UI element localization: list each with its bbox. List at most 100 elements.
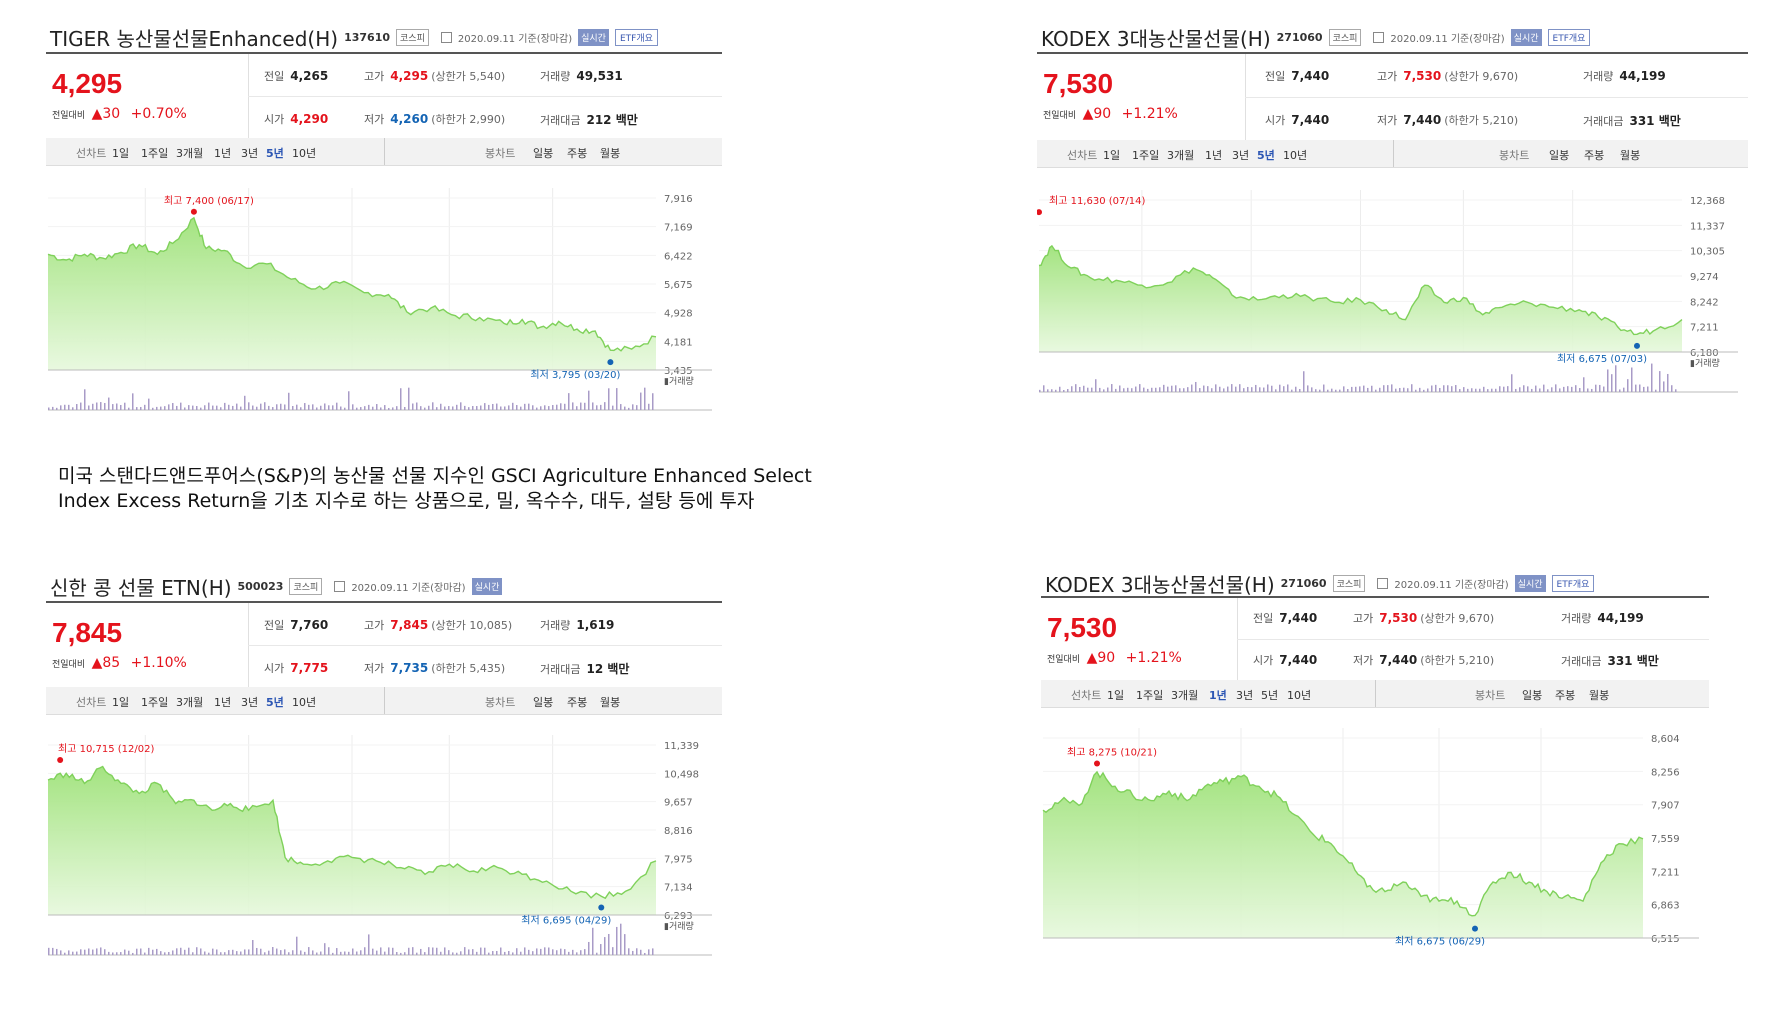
panel-title: 신한 콩 선물 ETN(H) 500023 코스피 2020.09.11 기준(… <box>50 571 503 601</box>
range-tab[interactable]: 1일 <box>112 147 130 160</box>
volume-bar <box>528 403 530 410</box>
volume-bar <box>1083 385 1085 392</box>
volume-bar <box>240 951 242 955</box>
volume-bar <box>1599 384 1601 392</box>
candle-period-tab[interactable]: 일봉 <box>533 696 554 709</box>
candle-period-tab[interactable]: 일봉 <box>1522 689 1543 702</box>
volume-bar <box>464 405 466 410</box>
range-tab[interactable]: 3년 <box>1232 149 1250 162</box>
range-tab[interactable]: 1일 <box>1103 149 1121 162</box>
price-chart: 11,339 10,498 9,657 8,816 7,975 7,134 6,293 최고 … <box>47 735 712 956</box>
realtime-badge[interactable]: 실시간 <box>1514 574 1546 592</box>
realtime-badge[interactable]: 실시간 <box>578 28 609 46</box>
range-tab[interactable]: 1주일 <box>141 147 169 160</box>
y-tick-label: 6,293 <box>664 911 693 922</box>
range-tab[interactable]: 10년 <box>1287 689 1312 702</box>
volume-bar <box>356 951 358 955</box>
range-tab[interactable]: 10년 <box>1283 149 1308 162</box>
volume-bar <box>392 947 394 955</box>
range-tab[interactable]: 1년 <box>1209 689 1227 702</box>
max-label: 최고 11,630 (07/14) <box>1049 195 1145 207</box>
volume-bar <box>1483 386 1485 392</box>
volume-bar <box>1647 386 1649 392</box>
range-tab[interactable]: 5년 <box>266 696 284 709</box>
volume-bar <box>1403 387 1405 392</box>
range-tab[interactable]: 1일 <box>1107 689 1125 702</box>
volume-bar <box>200 948 202 955</box>
range-tab[interactable]: 5년 <box>266 147 284 160</box>
y-tick-label: 6,863 <box>1651 901 1680 912</box>
etf-overview-button[interactable]: ETF개요 <box>1547 28 1591 46</box>
volume-bar <box>100 947 102 955</box>
etf-overview-button[interactable]: ETF개요 <box>614 28 658 46</box>
range-tab[interactable]: 1년 <box>214 147 232 160</box>
volume-bar <box>256 406 258 410</box>
range-tab[interactable]: 3개월 <box>176 147 204 160</box>
range-tab[interactable]: 1년 <box>214 696 232 709</box>
volume-bar <box>380 407 382 410</box>
volume-bar <box>636 405 638 410</box>
etf-overview-button[interactable]: ETF개요 <box>1551 574 1595 592</box>
volume-bar <box>228 950 230 955</box>
volume-bar <box>276 948 278 955</box>
range-tab[interactable]: 10년 <box>292 147 317 160</box>
volume-bar <box>500 947 502 955</box>
volume-bar <box>352 948 354 955</box>
volume-bar <box>1267 384 1269 392</box>
volume-bar <box>592 927 594 955</box>
candle-period-tab[interactable]: 주봉 <box>567 147 588 160</box>
candle-period-tab[interactable]: 일봉 <box>533 147 554 160</box>
range-tab[interactable]: 1년 <box>1205 149 1223 162</box>
volume-bar <box>640 949 642 955</box>
stock-panel-tiger: TIGER 농산물선물Enhanced(H) 137610 코스피 2020.0… <box>46 22 722 442</box>
candle-period-tab[interactable]: 월봉 <box>1589 689 1610 702</box>
range-tab[interactable]: 3개월 <box>1171 689 1199 702</box>
range-tab[interactable]: 5년 <box>1257 149 1275 162</box>
range-tab[interactable]: 3년 <box>241 147 259 160</box>
volume-bar <box>140 406 142 410</box>
range-tab[interactable]: 3년 <box>241 696 259 709</box>
volume-bar <box>1147 388 1149 392</box>
realtime-badge[interactable]: 실시간 <box>1510 28 1542 46</box>
volume-bar <box>68 950 70 955</box>
change-percent: +1.21% <box>1121 106 1178 122</box>
volume-bar <box>1243 388 1245 392</box>
range-tab[interactable]: 3개월 <box>176 696 204 709</box>
price-summary: 7,530 전일대비 ▲90 +1.21% 전일 7,440 고가 7,530 (상한… <box>1041 596 1709 681</box>
candle-period-tab[interactable]: 주봉 <box>567 696 588 709</box>
range-tab[interactable]: 3개월 <box>1167 149 1195 162</box>
volume-bar <box>1631 367 1633 392</box>
candle-period-tab[interactable]: 일봉 <box>1549 149 1570 162</box>
volume-bar <box>1479 388 1481 392</box>
candle-period-tab[interactable]: 월봉 <box>600 147 621 160</box>
volume-bar <box>312 950 314 955</box>
candle-period-tab[interactable]: 월봉 <box>1620 149 1641 162</box>
volume-bar <box>628 948 630 955</box>
volume-bar <box>1171 385 1173 392</box>
volume-bar <box>280 950 282 955</box>
volume-bar <box>88 405 90 410</box>
candle-period-tab[interactable]: 주봉 <box>1555 689 1576 702</box>
range-tab[interactable]: 1주일 <box>1136 689 1164 702</box>
range-tab[interactable]: 1일 <box>112 696 130 709</box>
range-tab[interactable]: 1주일 <box>1132 149 1160 162</box>
volume-bar <box>284 949 286 955</box>
volume-bar <box>1263 387 1265 392</box>
range-tab[interactable]: 10년 <box>292 696 317 709</box>
range-tab[interactable]: 1주일 <box>141 696 169 709</box>
volume-bar <box>288 952 290 955</box>
volume-bar <box>124 949 126 955</box>
candle-period-tab[interactable]: 월봉 <box>600 696 621 709</box>
volume-bar <box>192 952 194 955</box>
candle-period-tab[interactable]: 주봉 <box>1584 149 1605 162</box>
range-tab[interactable]: 3년 <box>1236 689 1254 702</box>
volume-bar <box>72 407 74 410</box>
price-line <box>47 216 657 352</box>
volume-bar <box>456 952 458 955</box>
volume-bar <box>1115 388 1117 392</box>
realtime-badge[interactable]: 실시간 <box>471 577 503 595</box>
range-tab[interactable]: 5년 <box>1261 689 1279 702</box>
volume-bar <box>556 950 558 955</box>
price-line <box>1042 770 1644 917</box>
volume-bar <box>1135 386 1137 392</box>
